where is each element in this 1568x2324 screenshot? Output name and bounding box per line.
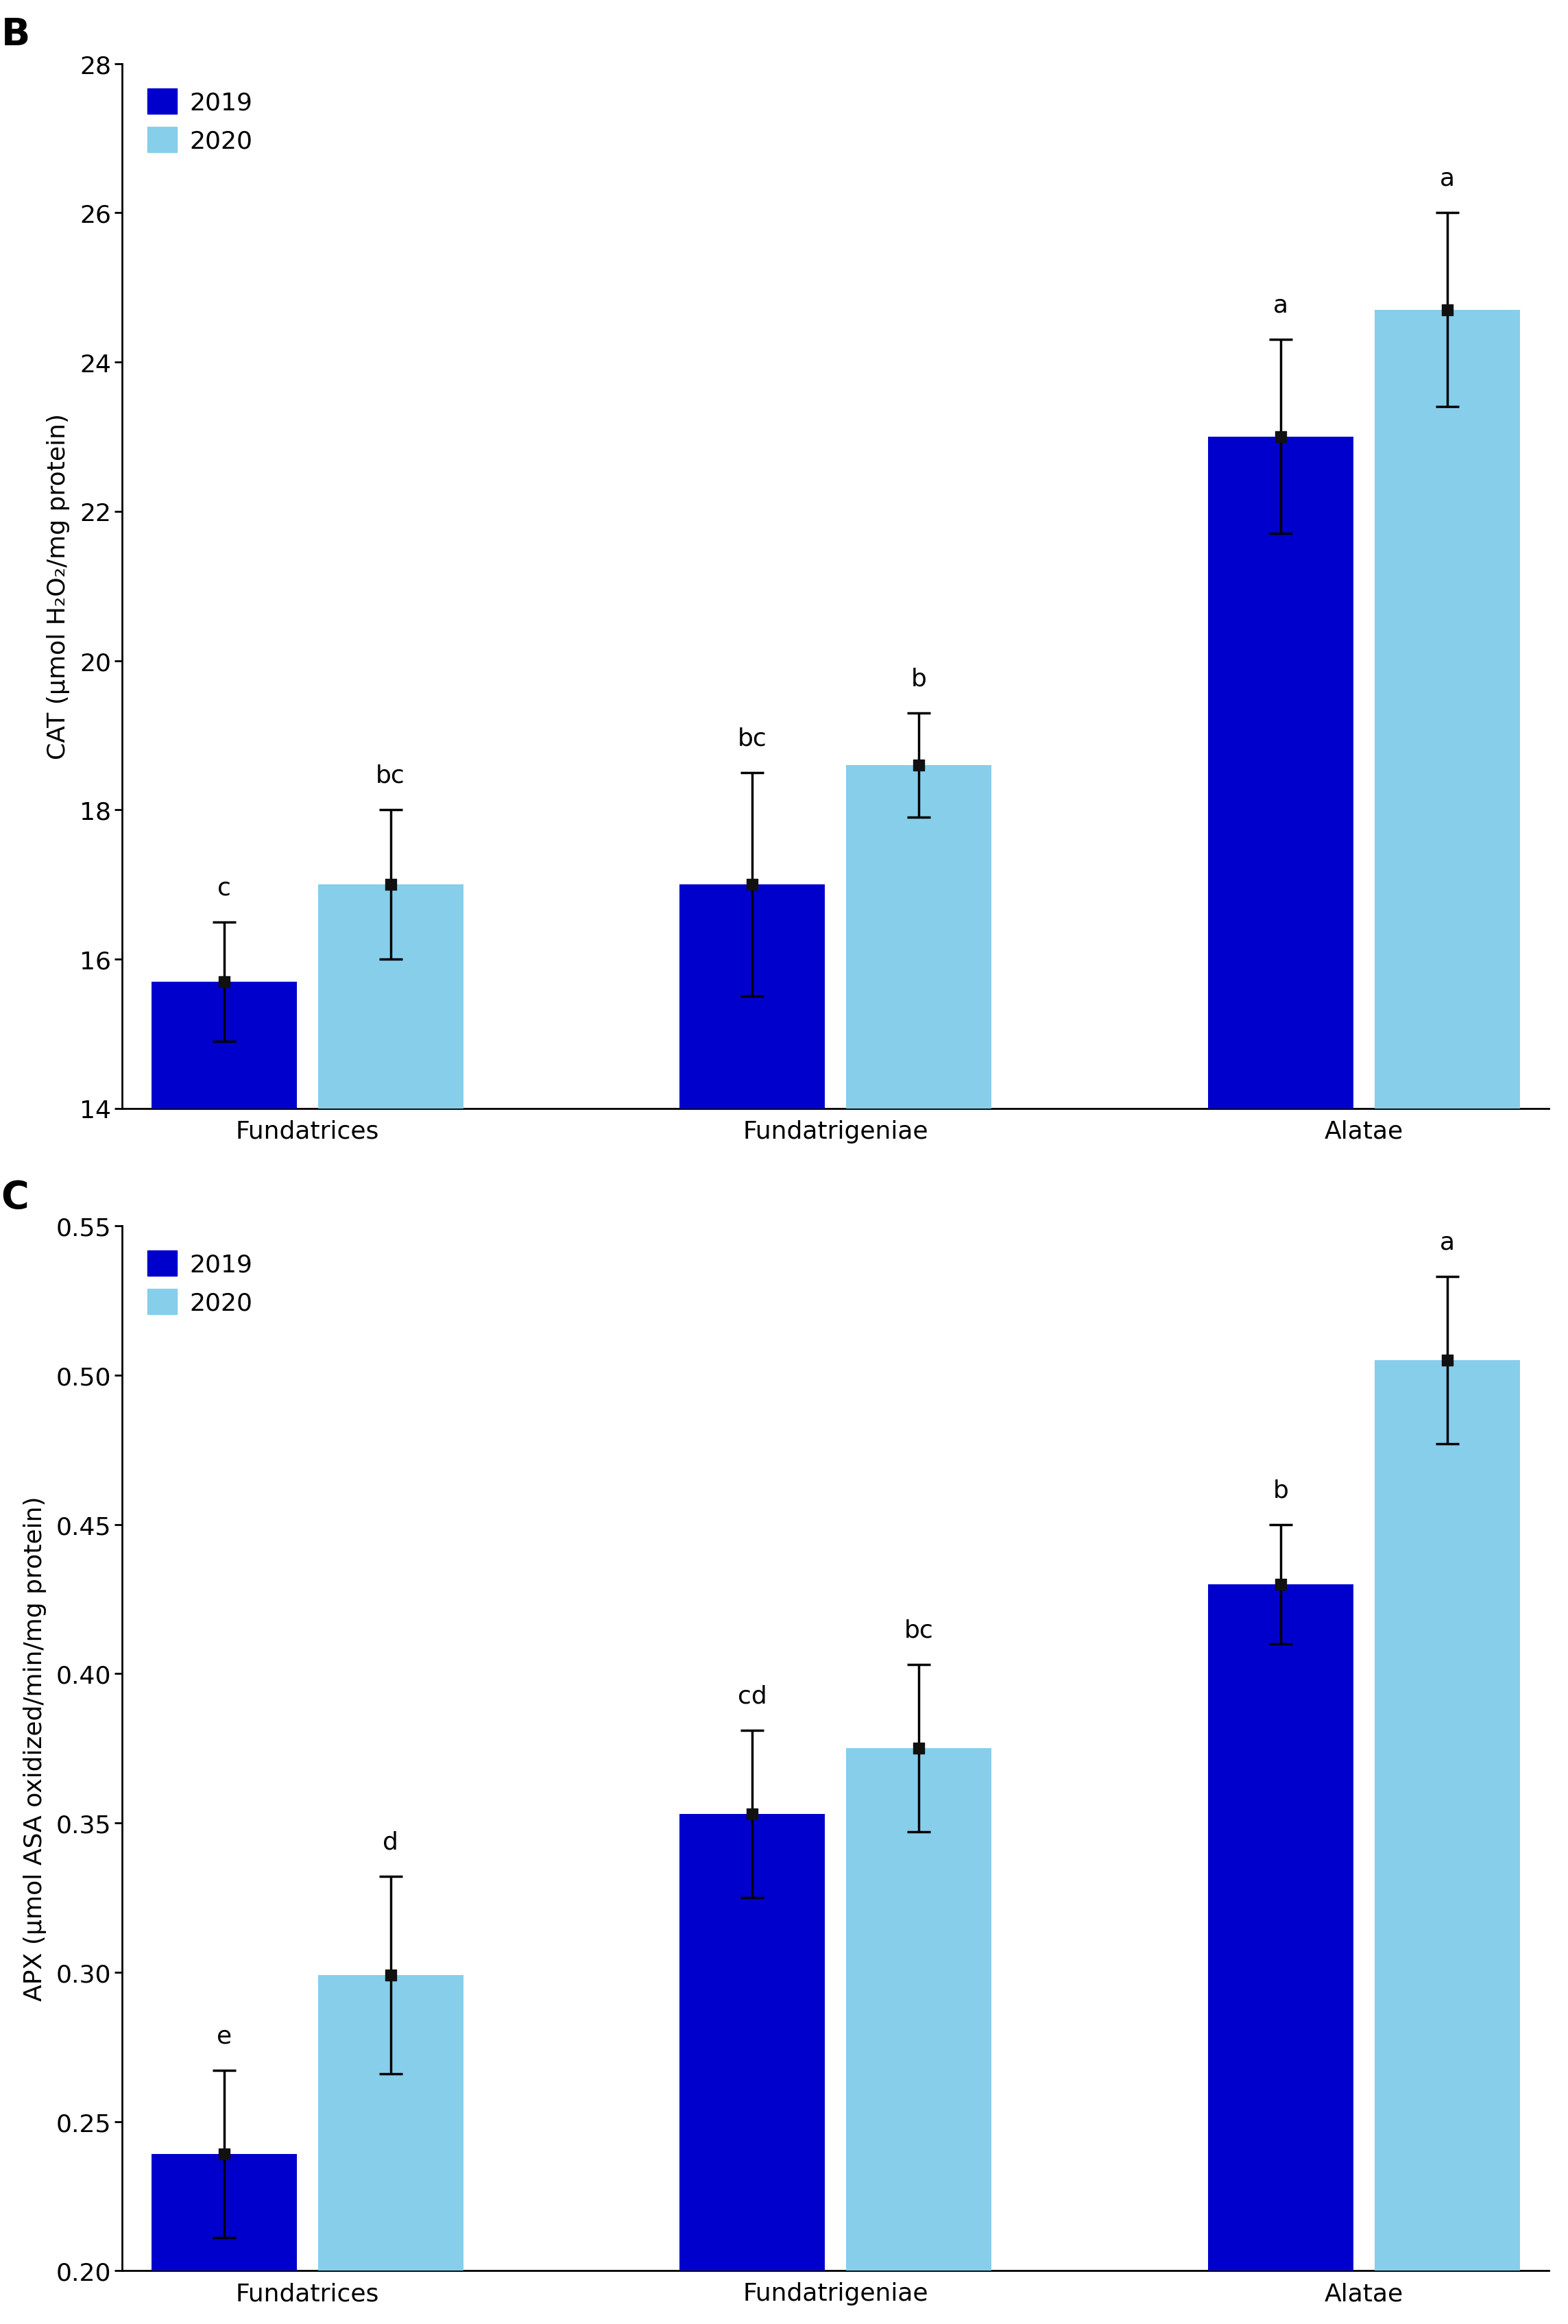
- Text: bc: bc: [905, 1618, 933, 1641]
- Text: a: a: [1439, 167, 1455, 191]
- Point: [1435, 293, 1460, 330]
- Text: a: a: [1439, 1232, 1455, 1255]
- Point: [740, 1796, 765, 1834]
- Text: bc: bc: [376, 765, 405, 788]
- Text: b: b: [911, 667, 927, 690]
- Bar: [1209, 437, 1353, 1109]
- Bar: [847, 1748, 991, 2271]
- Point: [1269, 1566, 1294, 1604]
- Point: [1435, 1341, 1460, 1378]
- Bar: [318, 885, 463, 1109]
- Text: c: c: [218, 876, 230, 899]
- Text: e: e: [216, 2024, 232, 2047]
- Bar: [1375, 311, 1519, 1109]
- Text: B: B: [2, 16, 30, 53]
- Legend: 2019, 2020: 2019, 2020: [135, 1239, 265, 1327]
- Point: [740, 867, 765, 904]
- Text: cd: cd: [739, 1685, 767, 1708]
- Point: [906, 746, 931, 783]
- Bar: [847, 765, 991, 1109]
- Point: [212, 962, 237, 999]
- Text: bc: bc: [739, 727, 767, 751]
- Bar: [681, 1815, 825, 2271]
- Text: C: C: [2, 1178, 30, 1215]
- Legend: 2019, 2020: 2019, 2020: [135, 77, 265, 165]
- Bar: [1375, 1360, 1519, 2271]
- Bar: [152, 2154, 296, 2271]
- Text: d: d: [383, 1831, 398, 1855]
- Bar: [681, 885, 825, 1109]
- Y-axis label: APX (μmol ASA oxidized/min/mg protein): APX (μmol ASA oxidized/min/mg protein): [24, 1497, 47, 2001]
- Point: [1269, 418, 1294, 456]
- Bar: [1209, 1585, 1353, 2271]
- Text: b: b: [1273, 1478, 1289, 1501]
- Text: a: a: [1273, 293, 1289, 318]
- Point: [378, 1957, 403, 1994]
- Point: [906, 1729, 931, 1766]
- Y-axis label: CAT (μmol H₂O₂/mg protein): CAT (μmol H₂O₂/mg protein): [47, 414, 71, 760]
- Point: [378, 867, 403, 904]
- Point: [212, 2136, 237, 2173]
- Bar: [318, 1975, 463, 2271]
- Bar: [152, 981, 296, 1109]
